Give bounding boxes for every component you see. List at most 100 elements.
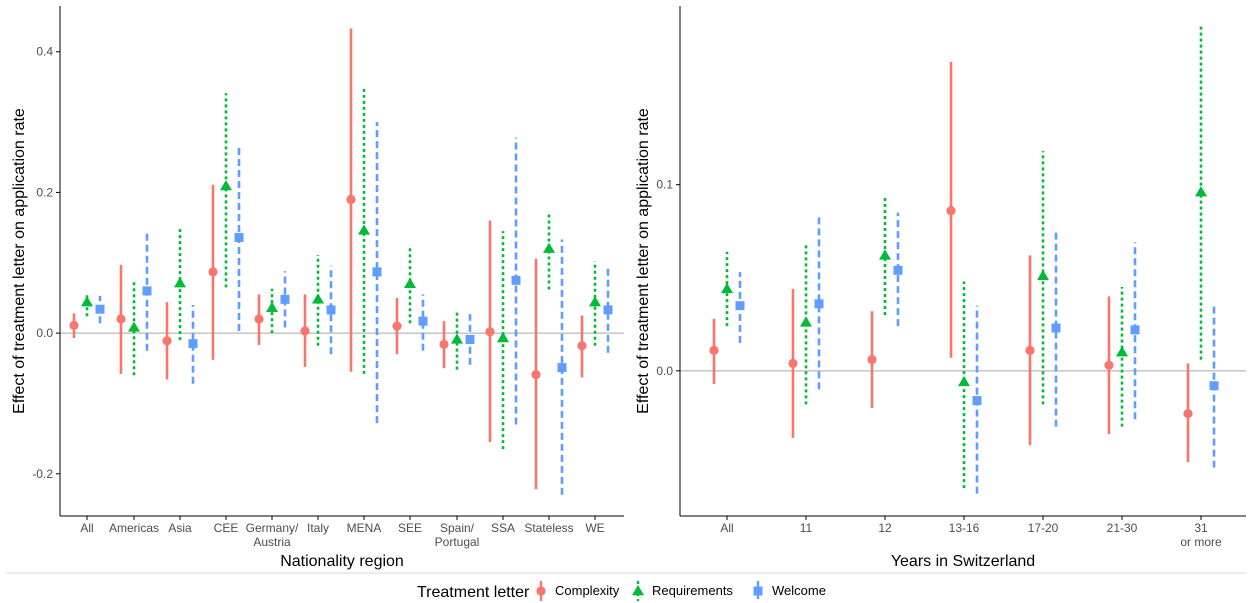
data-point	[800, 316, 812, 327]
data-point	[174, 277, 186, 288]
data-point	[709, 345, 719, 355]
data-point	[497, 332, 509, 343]
data-point	[95, 304, 105, 314]
legend-key-marker	[536, 586, 546, 596]
data-point	[946, 206, 956, 216]
x-tick-label: 17-20	[1028, 521, 1059, 535]
data-point	[1025, 345, 1035, 355]
y-tick-label: 0.4	[36, 45, 53, 59]
data-point	[128, 321, 140, 332]
legend-label: Welcome	[772, 583, 826, 598]
data-point	[972, 396, 982, 406]
series-requirements	[721, 26, 1207, 489]
data-point	[531, 370, 541, 380]
x-tick-label: 13-16	[949, 521, 980, 535]
legend-label: Complexity	[555, 583, 620, 598]
data-point	[814, 299, 824, 309]
data-point	[958, 375, 970, 387]
data-point	[326, 305, 336, 315]
data-point	[589, 296, 601, 307]
data-point	[451, 333, 463, 344]
data-point	[142, 286, 152, 296]
x-tick-label: Italy	[307, 521, 329, 535]
panel-nationality-region: -0.2 0.0 0.2 0.4 All Americas Asia CEE Germany/A…	[11, 6, 624, 570]
y-axis-title: Effect of treatment letter on applicatio…	[11, 108, 28, 414]
x-tick-label: Portugal	[435, 535, 480, 549]
data-point	[735, 301, 745, 311]
data-point	[879, 249, 891, 260]
series-welcome	[735, 212, 1219, 494]
data-point	[358, 224, 370, 235]
data-point	[1037, 269, 1049, 281]
data-point	[234, 232, 244, 242]
data-point	[418, 316, 428, 326]
data-point	[392, 321, 402, 331]
data-point	[404, 277, 416, 289]
y-tick-label: 0.2	[36, 185, 53, 199]
x-tick-label: Spain/	[440, 521, 475, 535]
data-point	[346, 194, 356, 205]
series-welcome	[95, 122, 613, 495]
data-point	[788, 358, 798, 368]
data-point	[162, 336, 172, 346]
x-tick-label: Americas	[109, 521, 159, 535]
x-tick-label: CEE	[214, 521, 239, 535]
x-tick-label: Asia	[168, 521, 192, 535]
x-tick-label: or more	[1180, 535, 1222, 549]
x-tick-label: 11	[800, 521, 813, 535]
data-point	[81, 296, 93, 307]
legend-key-marker	[632, 585, 644, 596]
x-tick-label: All	[80, 521, 93, 535]
legend: Treatment letter Complexity Requirements W…	[6, 572, 1246, 601]
legend-items: Complexity Requirements Welcome	[536, 581, 826, 601]
data-point	[511, 275, 521, 285]
data-point	[543, 242, 555, 253]
series-complexity	[709, 61, 1193, 463]
data-point	[254, 314, 264, 324]
data-point	[721, 282, 733, 294]
data-point	[867, 355, 877, 365]
data-point	[557, 363, 567, 373]
x-tick-label: All	[720, 521, 733, 535]
x-axis-title: Years in Switzerland	[891, 553, 1035, 570]
y-tick-label: 0.1	[656, 178, 673, 192]
data-point	[220, 180, 232, 191]
data-point	[1116, 346, 1128, 357]
x-tick-label: Germany/	[246, 521, 299, 535]
data-point	[266, 301, 278, 312]
data-point	[485, 327, 495, 337]
legend-key-marker	[753, 586, 763, 596]
legend-item-welcome: Welcome	[753, 581, 826, 601]
legend-item-complexity: Complexity	[536, 581, 620, 601]
x-tick-label: MENA	[347, 521, 382, 535]
data-point	[116, 314, 126, 324]
y-tick-label: 0.0	[656, 364, 673, 378]
x-tick-label: WE	[585, 521, 604, 535]
data-point	[312, 293, 324, 304]
legend-item-requirements: Requirements	[632, 581, 733, 601]
data-point	[1209, 381, 1219, 391]
x-tick-label: Austria	[253, 535, 291, 549]
x-tick-label: SSA	[491, 521, 515, 535]
data-point	[577, 341, 587, 351]
data-point	[188, 339, 198, 349]
data-point	[1195, 186, 1207, 197]
data-point	[300, 326, 310, 336]
data-point	[1104, 360, 1114, 370]
series-requirements	[81, 86, 601, 450]
x-tick-label: 12	[878, 521, 892, 535]
data-point	[439, 339, 449, 349]
legend-title: Treatment letter	[417, 584, 530, 601]
data-point	[1183, 409, 1193, 419]
y-tick-label: 0.0	[36, 326, 53, 340]
legend-label: Requirements	[652, 583, 733, 598]
x-tick-label: 31	[1194, 521, 1208, 535]
x-tick-label: Stateless	[524, 521, 573, 535]
x-tick-label: SEE	[398, 521, 422, 535]
data-point	[603, 305, 613, 315]
data-point	[372, 267, 382, 277]
x-axis-title: Nationality region	[280, 553, 404, 570]
series-complexity	[69, 28, 587, 490]
